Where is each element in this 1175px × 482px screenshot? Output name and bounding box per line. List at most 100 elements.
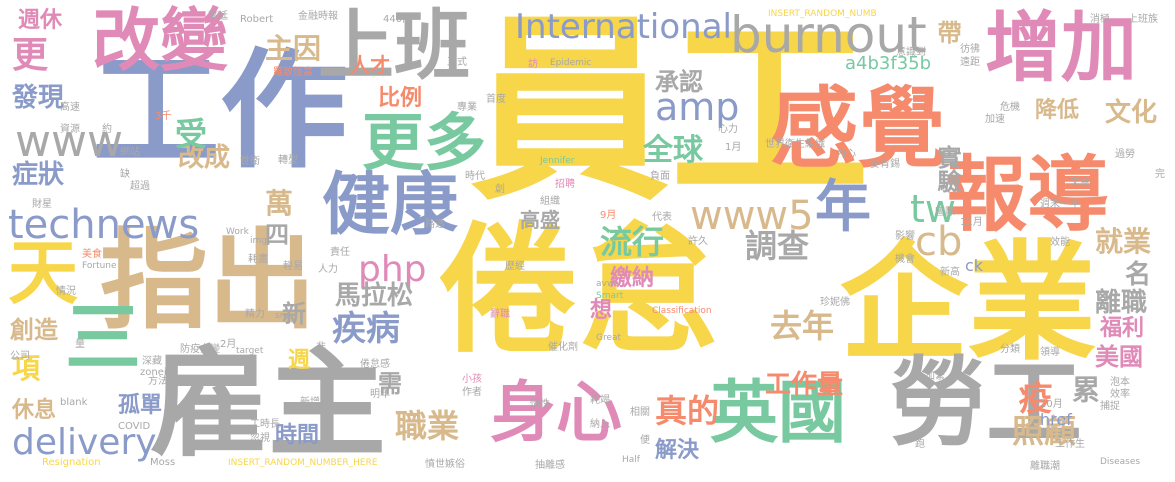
word-yuanju: 遠距 — [960, 57, 980, 68]
word-xiaohai: 小孩 — [462, 374, 482, 385]
word-xiang2: 想 — [590, 298, 613, 323]
word-delivery: delivery — [12, 422, 157, 463]
word-zhenifo: 珍妮佛 — [820, 297, 850, 308]
word-gaibian: 改變 — [92, 2, 229, 81]
word-php: php — [358, 249, 427, 290]
word-neixin: 內心 — [836, 149, 856, 160]
word-juandai: 倦怠 — [438, 210, 719, 373]
word-work: Work — [226, 227, 249, 237]
word-wenzhang: 文章 — [1070, 177, 1090, 188]
word-fangyilibian: 防疫力變 — [180, 344, 220, 355]
word-cb: cb — [915, 219, 963, 265]
word-9yue: 9月 — [600, 210, 617, 221]
word-fang: 訪 — [528, 59, 538, 70]
word-international: International — [515, 7, 732, 47]
word-baodao: 報導 — [945, 148, 1110, 243]
word-caixing: 財星 — [32, 199, 52, 210]
word-fenlei: 分類 — [1000, 344, 1020, 355]
word-shangbanzu: 上班族 — [1128, 14, 1158, 25]
word-jihui: 機會 — [895, 254, 915, 265]
word-zhengshi: 正式 — [447, 57, 467, 68]
word-pao: 跑 — [915, 439, 925, 450]
word-zhoumoyiban: 週末一半 — [1040, 199, 1080, 210]
word-yingguo: 英國 — [710, 374, 847, 453]
word-faxian: 發現 — [12, 83, 65, 113]
word-manyan: 蔓延 — [208, 11, 228, 22]
word-zhengzhuang: 症狀 — [12, 160, 65, 190]
word-11yue: 11月 — [960, 217, 983, 228]
word-fangfa: 方法 — [148, 376, 168, 387]
word-qunian: 去年 — [770, 307, 835, 345]
word-jinrongshibao: 金融時報 — [298, 11, 338, 22]
word-moss: Moss — [150, 457, 176, 468]
word-geng: 更 — [12, 35, 49, 76]
word-xiuxi: 休息 — [12, 398, 57, 423]
word-gongshichang: 工時長 — [250, 419, 280, 430]
word-jingli: 精力 — [245, 309, 265, 320]
word-renli: 人力 — [318, 264, 338, 275]
word-gongsi: 公司 — [10, 351, 30, 362]
word-gaosheng: 高盛 — [520, 208, 560, 232]
word-shoudu: 首度 — [486, 94, 506, 105]
word-liuxing: 流行 — [600, 223, 665, 261]
word-www: www — [15, 116, 123, 167]
word-san: 三 — [65, 293, 141, 382]
word-lizhichao: 離職潮 — [1030, 461, 1060, 472]
word-duoxing: 惰性 — [530, 399, 550, 410]
word-half: Half — [622, 455, 640, 465]
word-gaicheng: 改成 — [178, 143, 231, 173]
word-dai: 帶 — [933, 20, 961, 44]
word-zuozhe: 作者 — [462, 387, 482, 398]
word-zuzhi: 組織 — [540, 196, 560, 207]
word-zoneid: zoneid — [140, 367, 173, 378]
word-xin: 新 — [282, 300, 306, 328]
word-zengjia: 增加 — [985, 3, 1137, 92]
word-jennifer: Jennifer — [540, 156, 575, 166]
word-weiji: 危機 — [1000, 102, 1020, 113]
word-que: 缺 — [120, 169, 130, 180]
word-guolao: 過勞 — [1115, 149, 1135, 160]
word-ganjue: 感覺 — [770, 77, 947, 180]
word-shangban: 上班 — [318, 1, 470, 90]
word-cizhi: 辭職 — [490, 309, 510, 320]
word-1yue: 1月 — [725, 142, 742, 153]
word-avw: avw — [596, 279, 615, 289]
word-ck: ck — [965, 256, 984, 275]
word-shencang: 深藏 — [142, 356, 162, 367]
word-10yue: 10月 — [1040, 399, 1063, 410]
word-technews: technews — [8, 202, 200, 248]
word-xinzeng: 新增 — [300, 397, 320, 408]
word-liang: 量 — [75, 339, 85, 350]
word-shenxin: 身心 — [490, 374, 622, 451]
word-zhou: 週 — [288, 348, 311, 373]
word-zeren: 責任 — [330, 247, 350, 258]
word-paoben: 泡本 — [1110, 377, 1130, 388]
word-jiuye: 就業 — [1095, 225, 1152, 258]
word-fenshijisu: 憤世嫉俗 — [425, 459, 465, 470]
word-laogong: 勞工 — [890, 347, 1082, 459]
word-juandaigan: 倦怠感 — [360, 359, 390, 370]
word-meiguo: 美國 — [1095, 343, 1143, 371]
word-2yue: 2月 — [220, 339, 237, 350]
word-amp: amp — [655, 85, 740, 129]
word-maikenxi: 麥肯錫 — [870, 159, 900, 170]
word-yi: 疫 — [1012, 380, 1052, 414]
word-tw: tw — [910, 187, 956, 231]
word-malasong: 馬拉松 — [335, 281, 414, 311]
word-jiajin: 加緊 — [925, 371, 945, 382]
word-3qian: 3千 — [155, 111, 172, 122]
word-lei: 累 — [1068, 375, 1101, 403]
word-xu: 需 — [378, 370, 402, 398]
word-si: 四 — [265, 221, 289, 249]
word-zhichu: 指出 — [100, 219, 317, 344]
word-440wan: 440萬 — [383, 14, 413, 25]
word-jiasu: 加速 — [985, 114, 1005, 125]
word-shijian: 時間 — [275, 423, 320, 448]
word-luozhihengfu: 羅致恆富 — [273, 67, 313, 78]
word-zhuyin: 主因 — [265, 32, 322, 65]
word-xingao: 新高 — [940, 267, 960, 278]
word-robert: Robert — [240, 14, 274, 25]
word-qiye: 企業 — [840, 229, 1097, 378]
word-diseases: Diseases — [1100, 457, 1141, 467]
word-zhende: 真的 — [655, 392, 720, 430]
